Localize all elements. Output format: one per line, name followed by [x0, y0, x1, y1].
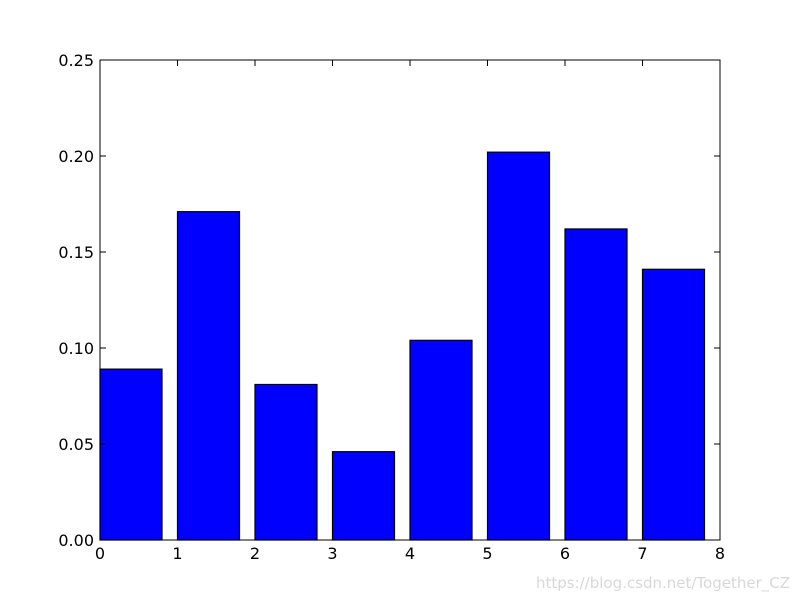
x-tick-label-6: 6	[560, 544, 570, 563]
y-tick-label-4: 0.20	[58, 147, 94, 166]
bar-0	[99, 368, 163, 541]
bar-1	[176, 211, 241, 541]
x-tick-label-2: 2	[250, 544, 260, 563]
y-tick-labels: 0.00 0.05 0.10 0.15 0.20 0.25	[58, 51, 94, 550]
x-tick-label-5: 5	[482, 544, 492, 563]
x-tick-label-1: 1	[172, 544, 182, 563]
y-tick-label-1: 0.05	[58, 435, 94, 454]
bar-2	[254, 383, 318, 541]
watermark-text: https://blog.csdn.net/Together_CZ	[535, 574, 790, 592]
x-tick-label-7: 7	[637, 544, 647, 563]
bar-4	[409, 339, 473, 541]
bar-7	[641, 268, 706, 541]
bar-6	[564, 228, 628, 541]
x-tick-label-8: 8	[715, 544, 725, 563]
y-tick-label-0: 0.00	[58, 531, 94, 550]
bar-5	[486, 151, 551, 541]
ticks-group	[99, 59, 721, 541]
x-tick-label-0: 0	[95, 544, 105, 563]
x-tick-labels: 0 1 2 3 4 5 6 7 8	[95, 544, 725, 563]
y-tick-label-5: 0.25	[58, 51, 94, 70]
x-tick-label-4: 4	[405, 544, 415, 563]
bars-group	[99, 151, 706, 541]
y-tick-label-3: 0.15	[58, 243, 94, 262]
bar-3	[331, 451, 396, 541]
y-tick-label-2: 0.10	[58, 339, 94, 358]
x-tick-label-3: 3	[327, 544, 337, 563]
